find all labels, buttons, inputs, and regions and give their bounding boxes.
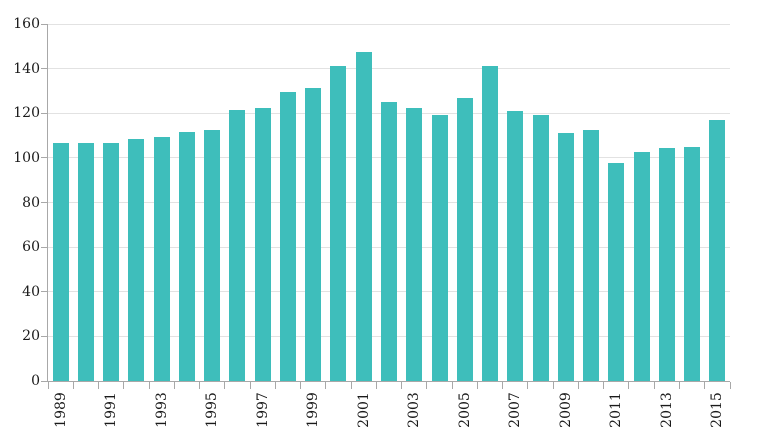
x-tick — [375, 382, 377, 389]
bar — [557, 133, 574, 381]
x-tick — [72, 382, 74, 389]
y-axis-label: 40 — [22, 283, 40, 300]
x-axis-label: 1999 — [305, 392, 322, 428]
bar — [709, 119, 726, 381]
x-tick — [476, 382, 478, 389]
x-axis-label: 2011 — [608, 392, 625, 428]
x-axis-line — [47, 381, 730, 382]
bar — [355, 51, 372, 381]
bar — [658, 147, 675, 381]
x-tick — [300, 382, 302, 389]
x-tick — [249, 382, 251, 389]
x-tick — [678, 382, 680, 389]
x-axis-label: 2007 — [507, 392, 524, 428]
x-tick — [527, 382, 529, 389]
y-tick — [41, 68, 48, 70]
bar — [229, 109, 246, 381]
x-axis-label: 1991 — [103, 392, 120, 428]
x-tick — [401, 382, 403, 389]
x-tick — [552, 382, 554, 389]
y-axis-label: 20 — [22, 328, 40, 345]
x-tick — [577, 382, 579, 389]
x-tick — [148, 382, 150, 389]
x-axis-label: 2001 — [355, 392, 372, 428]
x-tick — [224, 382, 226, 389]
x-tick — [729, 382, 731, 389]
x-axis-label: 1997 — [254, 392, 271, 428]
bar — [77, 143, 94, 381]
y-tick — [41, 335, 48, 337]
bar — [305, 87, 322, 381]
x-tick — [704, 382, 706, 389]
bar — [583, 129, 600, 381]
bar — [279, 92, 296, 381]
y-tick — [41, 202, 48, 203]
x-tick — [426, 382, 428, 389]
y-gridline — [48, 23, 730, 25]
x-tick — [123, 382, 125, 389]
bar — [431, 115, 448, 381]
bar — [204, 129, 221, 381]
x-tick — [47, 382, 49, 389]
bar — [330, 66, 347, 381]
y-tick — [41, 112, 48, 114]
x-axis-label: 2009 — [557, 392, 574, 428]
y-axis-label: 140 — [13, 60, 40, 77]
y-axis-label: 0 — [31, 373, 40, 389]
bar — [103, 143, 120, 381]
y-tick — [41, 157, 48, 159]
x-axis-label: 2013 — [658, 392, 675, 428]
y-axis-line — [47, 24, 48, 382]
x-tick — [628, 382, 630, 389]
y-gridline — [48, 68, 730, 70]
bar — [608, 163, 625, 381]
bar — [406, 107, 423, 381]
bar — [178, 132, 195, 381]
bar — [52, 143, 69, 381]
y-tick — [41, 246, 48, 248]
x-tick — [603, 382, 605, 389]
x-tick — [350, 382, 352, 389]
bar — [684, 146, 701, 381]
bar — [128, 138, 145, 381]
x-tick — [325, 382, 327, 389]
bar — [507, 111, 524, 381]
y-tick — [41, 23, 48, 25]
x-axis-label: 2015 — [709, 392, 726, 428]
x-tick — [274, 382, 276, 389]
y-axis-label: 100 — [13, 149, 40, 166]
x-tick — [199, 382, 201, 389]
y-axis-label: 60 — [22, 239, 40, 256]
x-axis-label: 2005 — [456, 392, 473, 428]
bar — [254, 107, 271, 381]
x-tick — [173, 382, 175, 389]
x-tick — [98, 382, 100, 389]
bar — [456, 97, 473, 381]
bar — [633, 152, 650, 381]
x-tick — [653, 382, 655, 389]
bar — [153, 136, 170, 381]
x-axis-label: 2003 — [406, 392, 423, 428]
x-tick — [451, 382, 453, 389]
y-axis-label: 160 — [13, 16, 40, 32]
x-axis-label: 1989 — [52, 392, 69, 428]
bar — [532, 115, 549, 381]
y-tick — [41, 380, 48, 382]
x-axis-label: 1995 — [204, 392, 221, 428]
y-axis-label: 80 — [22, 194, 40, 211]
bar — [381, 102, 397, 381]
y-axis-label: 120 — [13, 105, 40, 122]
x-tick — [502, 382, 504, 389]
bar — [482, 66, 499, 381]
x-axis-label: 1993 — [153, 392, 170, 428]
y-tick — [41, 291, 48, 293]
